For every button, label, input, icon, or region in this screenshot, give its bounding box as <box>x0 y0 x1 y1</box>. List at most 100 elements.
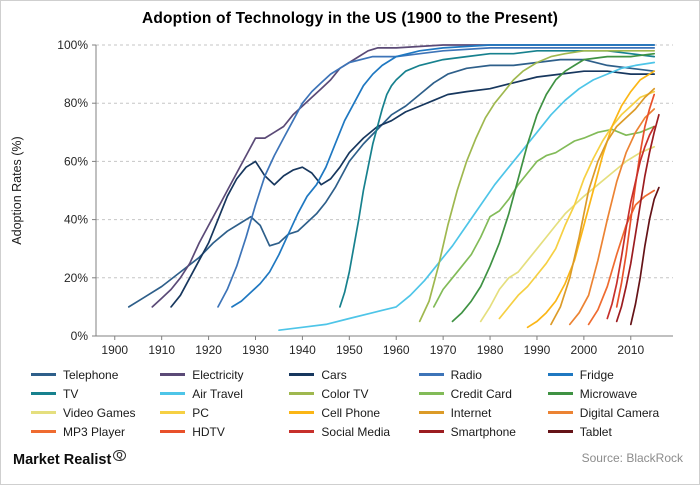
legend-item-hdtv: HDTV <box>160 424 289 439</box>
x-tick-label: 1980 <box>477 343 504 357</box>
legend-item-fridge: Fridge <box>547 367 677 382</box>
x-tick-label: 1910 <box>148 343 175 357</box>
y-tick-label: 80% <box>64 96 88 110</box>
legend-swatch-hdtv <box>160 430 186 433</box>
y-tick-label: 60% <box>64 154 88 168</box>
legend-label: Cell Phone <box>321 405 381 420</box>
legend-item-electricity: Electricity <box>160 367 289 382</box>
legend-label: PC <box>192 405 209 420</box>
legend-item-credit-card: Credit Card <box>418 386 548 401</box>
legend: Telephone Electricity Cars Radio Fridge TV Air… <box>1 365 699 439</box>
legend-item-video-games: Video Games <box>31 405 160 420</box>
footer-source: Source: BlackRock <box>581 451 683 465</box>
brand-text: Market Realist <box>13 451 112 468</box>
legend-label: MP3 Player <box>63 424 126 439</box>
legend-label: TV <box>63 386 79 401</box>
series-line-cars <box>170 70 656 308</box>
legend-label: Tablet <box>579 424 612 439</box>
series-line-color-tv <box>418 49 656 323</box>
x-tick-label: 1990 <box>524 343 551 357</box>
legend-item-microwave: Microwave <box>547 386 677 401</box>
legend-swatch-social-media <box>289 430 315 433</box>
legend-label: Air Travel <box>192 386 243 401</box>
series-line-electricity <box>151 44 656 308</box>
legend-swatch-digital-camera <box>547 411 573 414</box>
series-line-pc <box>498 90 656 320</box>
series-line-credit-card <box>432 125 656 308</box>
x-tick-label: 2010 <box>617 343 644 357</box>
legend-label: Smartphone <box>450 424 516 439</box>
y-tick-label: 0% <box>71 329 89 343</box>
legend-swatch-video-games <box>31 411 56 414</box>
legend-swatch-cars <box>289 373 315 376</box>
legend-label: Internet <box>450 405 492 420</box>
legend-swatch-microwave <box>547 392 573 395</box>
legend-item-smartphone: Smartphone <box>418 424 548 439</box>
legend-item-pc: PC <box>160 405 289 420</box>
footer-brand: Market Realist Q <box>13 450 126 468</box>
x-tick-label: 1970 <box>430 343 457 357</box>
legend-label: Cars <box>321 367 347 382</box>
x-tick-label: 1950 <box>336 343 363 357</box>
series-line-air-travel <box>278 61 656 332</box>
y-axis-label: Adoption Rates (%) <box>10 136 24 244</box>
legend-swatch-cell-phone <box>289 411 315 414</box>
series-line-cell-phone <box>526 70 656 329</box>
series-line-video-games <box>479 145 656 323</box>
legend-item-cars: Cars <box>289 367 418 382</box>
legend-item-internet: Internet <box>418 405 548 420</box>
legend-swatch-radio <box>418 373 444 376</box>
legend-swatch-mp3-player <box>31 430 56 433</box>
series-line-smartphone <box>615 113 660 323</box>
x-tick-label: 2000 <box>571 343 598 357</box>
series-line-radio <box>217 47 656 308</box>
legend-swatch-pc <box>160 411 186 414</box>
series-line-hdtv <box>615 93 656 308</box>
legend-swatch-internet <box>418 411 444 414</box>
legend-swatch-air-travel <box>160 392 186 395</box>
legend-label: Electricity <box>192 367 244 382</box>
legend-item-mp3-player: MP3 Player <box>31 424 160 439</box>
x-tick-label: 1960 <box>383 343 410 357</box>
legend-label: Fridge <box>579 367 614 382</box>
series-line-tablet <box>629 186 660 326</box>
y-tick-label: 100% <box>57 38 88 52</box>
legend-swatch-color-tv <box>289 392 315 395</box>
legend-label: Radio <box>450 367 482 382</box>
series-line-microwave <box>451 52 656 323</box>
legend-label: Microwave <box>579 386 638 401</box>
legend-swatch-fridge <box>547 373 573 376</box>
legend-label: Credit Card <box>450 386 512 401</box>
legend-item-telephone: Telephone <box>31 367 160 382</box>
legend-item-color-tv: Color TV <box>289 386 418 401</box>
legend-swatch-smartphone <box>418 430 444 433</box>
adoption-chart: 0% 20% 40% 60% 80% 100% 1900 1910 1920 1930 1940 19… <box>10 38 673 357</box>
series-line-digital-camera <box>568 108 656 326</box>
x-tick-label: 1900 <box>101 343 128 357</box>
series-line-mp3-player <box>587 189 656 326</box>
legend-swatch-electricity <box>160 373 186 376</box>
legend-item-radio: Radio <box>418 367 548 382</box>
legend-item-air-travel: Air Travel <box>160 386 289 401</box>
legend-label: HDTV <box>192 424 225 439</box>
brand-mark-icon: Q <box>113 450 126 461</box>
legend-label: Digital Camera <box>579 405 660 420</box>
legend-swatch-tv <box>31 392 56 395</box>
legend-label: Color TV <box>321 386 369 401</box>
legend-item-digital-camera: Digital Camera <box>547 405 677 420</box>
y-tick-label: 40% <box>64 213 88 227</box>
y-tick-label: 20% <box>64 271 88 285</box>
series-line-tv <box>339 49 656 308</box>
legend-label: Telephone <box>63 367 119 382</box>
x-tick-label: 1920 <box>195 343 222 357</box>
legend-label: Video Games <box>63 405 136 420</box>
chart-title: Adoption of Technology in the US (1900 t… <box>141 10 559 27</box>
legend-swatch-credit-card <box>418 392 444 395</box>
legend-item-tv: TV <box>31 386 160 401</box>
x-tick-label: 1940 <box>289 343 316 357</box>
legend-item-social-media: Social Media <box>289 424 418 439</box>
legend-label: Social Media <box>321 424 391 439</box>
legend-item-cell-phone: Cell Phone <box>289 405 418 420</box>
footer: Market Realist Q Source: BlackRock <box>1 439 699 468</box>
